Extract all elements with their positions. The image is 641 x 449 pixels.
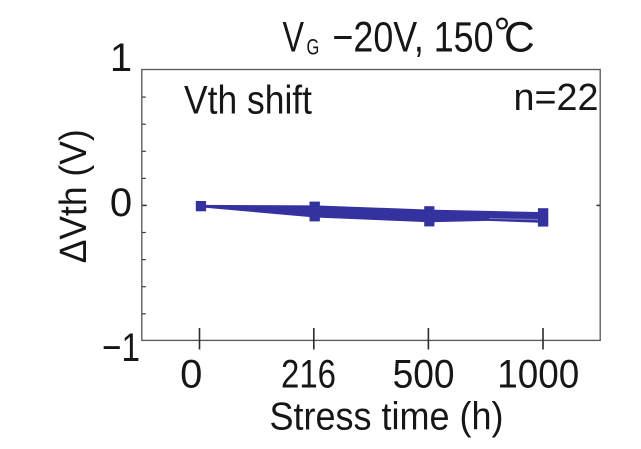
svg-text:V: V bbox=[283, 15, 305, 62]
svg-text:°: ° bbox=[494, 11, 511, 58]
svg-text:500: 500 bbox=[393, 353, 455, 397]
svg-text:G: G bbox=[307, 34, 320, 59]
svg-text:−1: −1 bbox=[102, 326, 140, 370]
svg-text:Stress time (h): Stress time (h) bbox=[270, 396, 504, 439]
svg-text:0: 0 bbox=[180, 353, 202, 397]
svg-text:1000: 1000 bbox=[497, 353, 579, 397]
svg-text:1: 1 bbox=[110, 36, 132, 80]
svg-text:Vth shift: Vth shift bbox=[184, 79, 312, 123]
svg-text:0: 0 bbox=[110, 181, 132, 225]
svg-text:216: 216 bbox=[281, 353, 336, 397]
svg-text:ΔVth (V): ΔVth (V) bbox=[53, 129, 95, 263]
svg-text:C: C bbox=[504, 15, 535, 62]
svg-text:n=22: n=22 bbox=[514, 77, 599, 119]
svg-text:−20V, 150: −20V, 150 bbox=[333, 15, 494, 62]
